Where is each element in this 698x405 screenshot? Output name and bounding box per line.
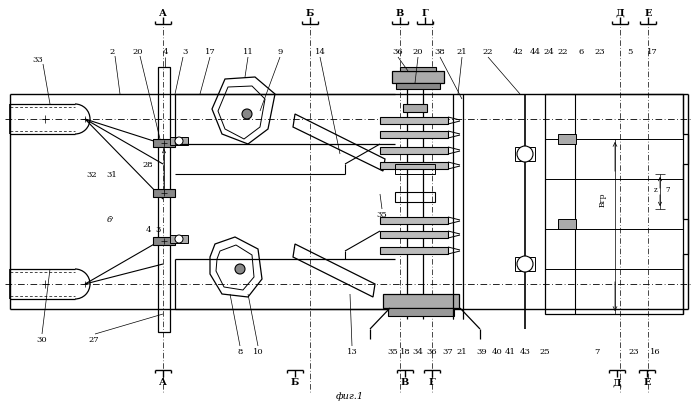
Text: Б: Б <box>291 377 299 386</box>
Bar <box>153 237 175 245</box>
Text: 16: 16 <box>650 347 660 355</box>
Text: 7: 7 <box>666 185 670 194</box>
Text: 6: 6 <box>579 48 584 56</box>
Text: 35: 35 <box>377 211 387 218</box>
Text: 35: 35 <box>387 347 399 355</box>
Text: 5: 5 <box>628 48 632 56</box>
Bar <box>380 148 448 155</box>
Text: 41: 41 <box>505 347 515 355</box>
Circle shape <box>175 235 183 243</box>
Text: 33: 33 <box>33 56 43 64</box>
Text: 13: 13 <box>347 347 357 355</box>
Circle shape <box>517 256 533 272</box>
Bar <box>558 220 576 230</box>
Text: 17: 17 <box>646 48 658 56</box>
Bar <box>380 231 448 239</box>
Text: Б: Б <box>306 9 314 17</box>
Text: 38: 38 <box>435 48 445 56</box>
Text: 20: 20 <box>413 48 423 56</box>
Bar <box>400 68 436 72</box>
Bar <box>170 138 188 146</box>
Text: В: В <box>401 377 409 386</box>
Circle shape <box>517 147 533 162</box>
Text: 23: 23 <box>595 48 605 56</box>
Text: 39: 39 <box>477 347 487 355</box>
Text: 9: 9 <box>277 48 283 56</box>
Text: 32: 32 <box>87 171 97 179</box>
Text: 28: 28 <box>142 161 154 168</box>
Bar <box>380 118 448 125</box>
Bar <box>392 72 444 84</box>
Text: 25: 25 <box>540 347 550 355</box>
Bar <box>170 235 188 243</box>
Bar <box>395 164 435 175</box>
Text: 37: 37 <box>443 347 454 355</box>
Text: 43: 43 <box>519 347 530 355</box>
Text: 14: 14 <box>315 48 325 56</box>
Bar <box>403 105 427 113</box>
Text: Г: Г <box>429 377 436 386</box>
Bar <box>396 84 440 90</box>
Text: 4: 4 <box>145 226 151 233</box>
Text: 34: 34 <box>413 347 424 355</box>
Text: Д: Д <box>613 377 621 386</box>
Text: 20: 20 <box>133 48 143 56</box>
Text: 17: 17 <box>205 48 216 56</box>
Text: 27: 27 <box>89 335 99 343</box>
Text: 24: 24 <box>544 48 554 56</box>
Text: Е: Е <box>644 377 651 386</box>
Bar <box>158 68 170 332</box>
Text: 31: 31 <box>107 171 117 179</box>
Bar <box>388 308 454 316</box>
Circle shape <box>235 264 245 274</box>
Text: z: z <box>654 185 658 194</box>
Text: 18: 18 <box>400 347 410 355</box>
Text: 36: 36 <box>426 347 438 355</box>
Circle shape <box>175 138 183 146</box>
Bar <box>545 95 683 314</box>
Text: 3: 3 <box>182 48 188 56</box>
Text: 11: 11 <box>243 48 253 56</box>
Text: А: А <box>159 377 167 386</box>
Text: 21: 21 <box>456 48 468 56</box>
Text: 10: 10 <box>253 347 263 355</box>
Bar <box>153 190 175 198</box>
Bar <box>380 247 448 254</box>
Text: фиг.1: фиг.1 <box>336 392 364 401</box>
Text: Вгр: Вгр <box>599 192 607 207</box>
Bar <box>558 135 576 145</box>
Text: 2: 2 <box>110 48 114 56</box>
Text: Г: Г <box>422 9 429 17</box>
Bar <box>153 140 175 148</box>
Text: 4: 4 <box>162 48 168 56</box>
Text: Е: Е <box>644 9 652 17</box>
Text: 8: 8 <box>237 347 243 355</box>
Text: 23: 23 <box>629 347 639 355</box>
Text: 7: 7 <box>594 347 600 355</box>
Bar <box>515 148 535 162</box>
Text: Д: Д <box>616 9 625 17</box>
Text: 36: 36 <box>393 48 403 56</box>
Bar <box>515 257 535 271</box>
Text: 22: 22 <box>483 48 493 56</box>
Bar <box>395 192 435 202</box>
Bar <box>380 162 448 170</box>
Text: б': б' <box>106 215 114 224</box>
Text: А: А <box>159 9 167 17</box>
Text: 42: 42 <box>512 48 524 56</box>
Bar <box>383 294 459 308</box>
Bar <box>380 132 448 139</box>
Text: 3: 3 <box>156 226 161 233</box>
Circle shape <box>242 110 252 120</box>
Text: 22: 22 <box>558 48 568 56</box>
Text: 44: 44 <box>530 48 540 56</box>
Text: В: В <box>396 9 404 17</box>
Bar <box>380 217 448 224</box>
Text: 40: 40 <box>491 347 503 355</box>
Text: 30: 30 <box>37 335 47 343</box>
Text: 21: 21 <box>456 347 468 355</box>
